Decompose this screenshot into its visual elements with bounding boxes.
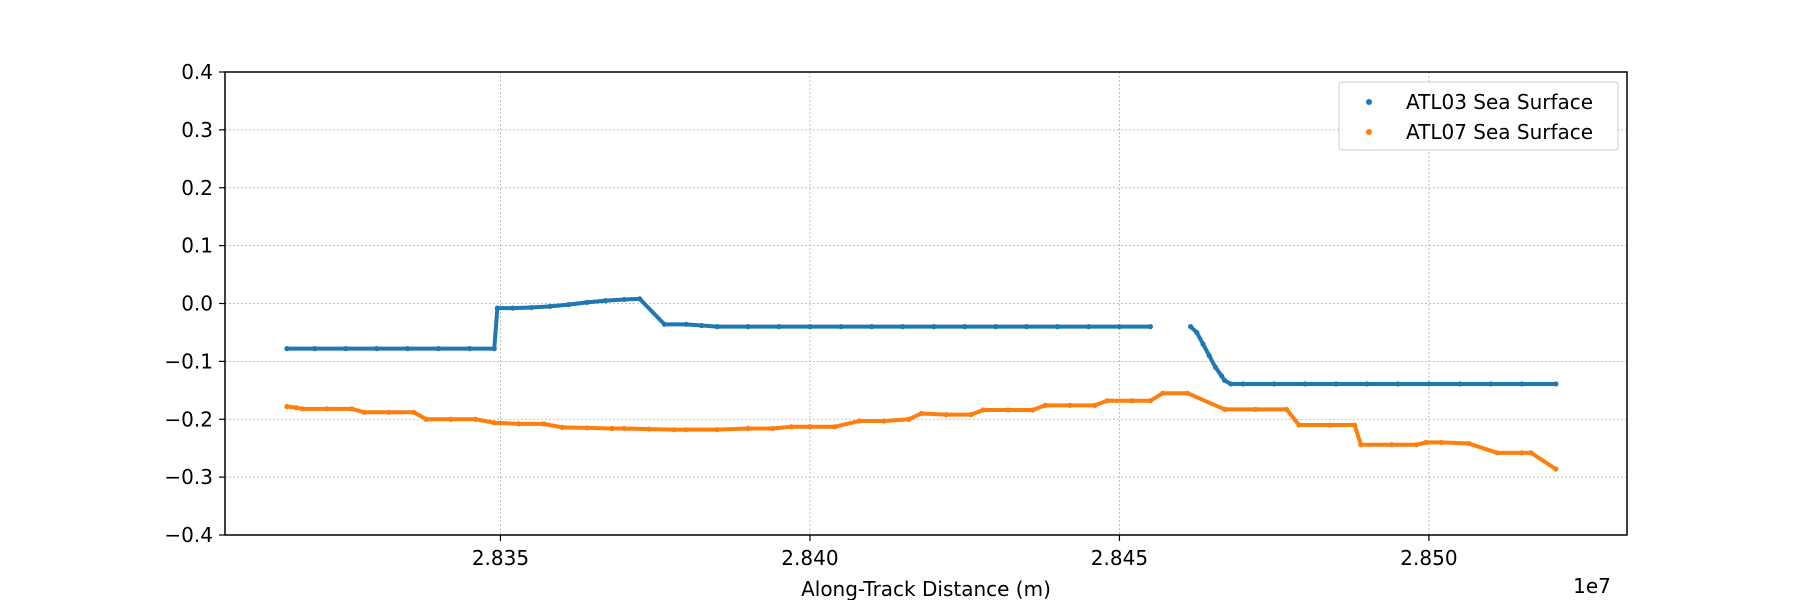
series-trace-segment: [638, 297, 666, 326]
x-tick-label: 2.850: [1400, 546, 1457, 570]
series-trace-segment: [1284, 408, 1301, 427]
series-trace-segment: [685, 322, 702, 328]
series-trace-segment: [492, 307, 500, 349]
x-tick-label: 2.835: [472, 546, 529, 570]
series-trace-segment: [1416, 440, 1427, 447]
series-trace-segment: [1529, 451, 1557, 471]
series-trace-segment: [494, 420, 520, 426]
series-trace-segment: [1195, 331, 1205, 345]
series-trace-segment: [412, 410, 428, 421]
series-trace-segment: [1149, 391, 1164, 403]
series-trace-segment: [717, 426, 749, 432]
series-trace-segment: [1223, 378, 1232, 386]
y-tick-label: −0.3: [164, 465, 213, 489]
series-trace-segment: [543, 421, 563, 430]
axis-ticks: 2.835 2.840 2.845 2.850 −0.4 −0.3 −0.2 −0.1 0.0 0…: [164, 60, 1457, 570]
series-trace-segment: [295, 405, 303, 411]
series-trace-segment: [351, 406, 365, 415]
series-trace-segment: [648, 427, 674, 432]
x-axis-offset-label: 1e7: [1573, 574, 1611, 598]
series-trace-segment: [1468, 441, 1498, 455]
series-trace-segment: [475, 417, 495, 425]
series-trace-segment: [568, 300, 588, 307]
series-trace-segment: [1219, 374, 1227, 382]
series-trace-segment: [834, 419, 860, 429]
series-trace-segment: [1186, 391, 1226, 412]
y-tick-label: 0.1: [181, 234, 213, 258]
series-trace-segment: [586, 298, 606, 305]
series-trace-segment: [1441, 440, 1470, 446]
legend-marker: [1366, 99, 1372, 105]
legend: ATL03 Sea Surface ATL07 Sea Surface: [1338, 81, 1619, 151]
series-trace-segment: [587, 425, 612, 431]
x-axis-label: Along-Track Distance (m): [801, 577, 1051, 600]
legend-marker: [1366, 129, 1372, 135]
series-trace-segment: [772, 424, 792, 431]
x-tick-label: 2.840: [781, 546, 838, 570]
x-tick-label: 2.845: [1091, 546, 1148, 570]
series-trace-segment: [1352, 424, 1363, 446]
legend-box: [1338, 81, 1619, 151]
series-trace-segment: [1207, 354, 1218, 369]
y-tick-label: 0.0: [181, 292, 213, 316]
series-trace-segment: [624, 296, 640, 302]
y-tick-label: −0.2: [164, 407, 213, 431]
series-trace-segment: [512, 305, 532, 311]
series-trace-segment: [884, 417, 910, 423]
y-tick-label: 0.4: [181, 60, 213, 84]
series-trace-segment: [1201, 343, 1211, 357]
series-trace-segment: [921, 411, 947, 417]
series-trace-segment: [624, 426, 650, 432]
series-trace-segment: [970, 408, 984, 417]
y-tick-label: −0.1: [164, 349, 213, 373]
series-trace-segment: [908, 411, 923, 422]
series-trace-segment: [1093, 398, 1108, 408]
y-tick-label: 0.3: [181, 118, 213, 142]
series-trace-segment: [605, 297, 625, 303]
series-1: [284, 296, 1559, 387]
legend-label: ATL07 Sea Surface: [1406, 120, 1593, 144]
series-trace-segment: [701, 323, 718, 329]
y-tick-label: −0.4: [164, 523, 213, 547]
data-series: [284, 296, 1559, 472]
series-trace-segment: [531, 304, 551, 310]
series-trace-segment: [1032, 403, 1046, 412]
series-trace-segment: [286, 404, 297, 410]
legend-label: ATL03 Sea Surface: [1406, 90, 1593, 114]
y-tick-label: 0.2: [181, 176, 213, 200]
series-trace-segment: [549, 302, 569, 309]
series-trace-segment: [1189, 325, 1199, 334]
series-trace-segment: [562, 425, 588, 430]
series-trace-segment: [1213, 366, 1224, 378]
series-2: [284, 390, 1559, 472]
